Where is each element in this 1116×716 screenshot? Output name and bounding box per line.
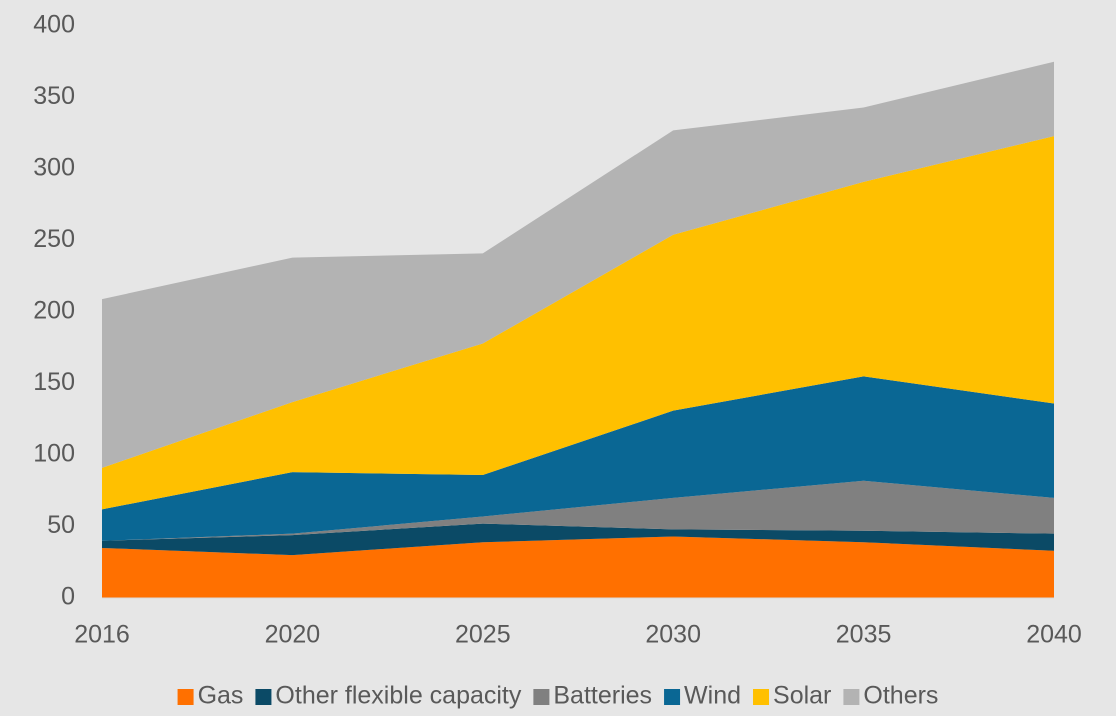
area <box>102 480 1054 541</box>
legend-label: Batteries <box>553 682 652 710</box>
y-tick-label: 200 <box>33 297 75 325</box>
y-tick-label: 50 <box>47 511 75 539</box>
y-tick-label: 100 <box>33 440 75 468</box>
x-tick-label: 2025 <box>455 621 511 649</box>
area <box>102 523 1054 556</box>
area <box>102 376 1054 541</box>
legend-label: Solar <box>773 682 831 710</box>
y-tick-label: 300 <box>33 154 75 182</box>
area <box>102 536 1054 598</box>
legend-swatch <box>533 689 550 705</box>
legend-label: Others <box>863 682 938 710</box>
y-tick-label: 400 <box>33 11 75 39</box>
legend-swatch <box>177 689 194 705</box>
legend-label: Wind <box>684 682 741 710</box>
area <box>102 136 1054 510</box>
legend-label: Other flexible capacity <box>275 682 521 710</box>
legend-swatch <box>664 689 681 705</box>
y-tick-label: 0 <box>61 583 75 611</box>
y-tick-label: 250 <box>33 225 75 253</box>
x-tick-label: 2030 <box>645 621 701 649</box>
legend-swatch <box>255 689 272 705</box>
y-tick-label: 350 <box>33 82 75 110</box>
x-tick-label: 2035 <box>836 621 892 649</box>
legend-swatch <box>753 689 770 705</box>
legend-label: Gas <box>198 682 244 710</box>
x-tick-label: 2020 <box>265 621 321 649</box>
legend: Gas Other flexible capacity Batteries Wind S… <box>177 682 938 710</box>
legend-swatch <box>843 689 860 705</box>
x-tick-label: 2040 <box>1026 621 1082 649</box>
area <box>102 61 1054 468</box>
y-tick-label: 150 <box>33 368 75 396</box>
x-tick-label: 2016 <box>74 621 130 649</box>
